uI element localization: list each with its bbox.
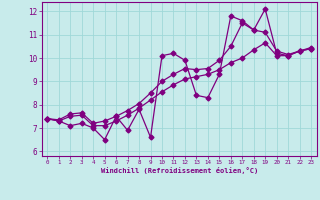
X-axis label: Windchill (Refroidissement éolien,°C): Windchill (Refroidissement éolien,°C) <box>100 167 258 174</box>
